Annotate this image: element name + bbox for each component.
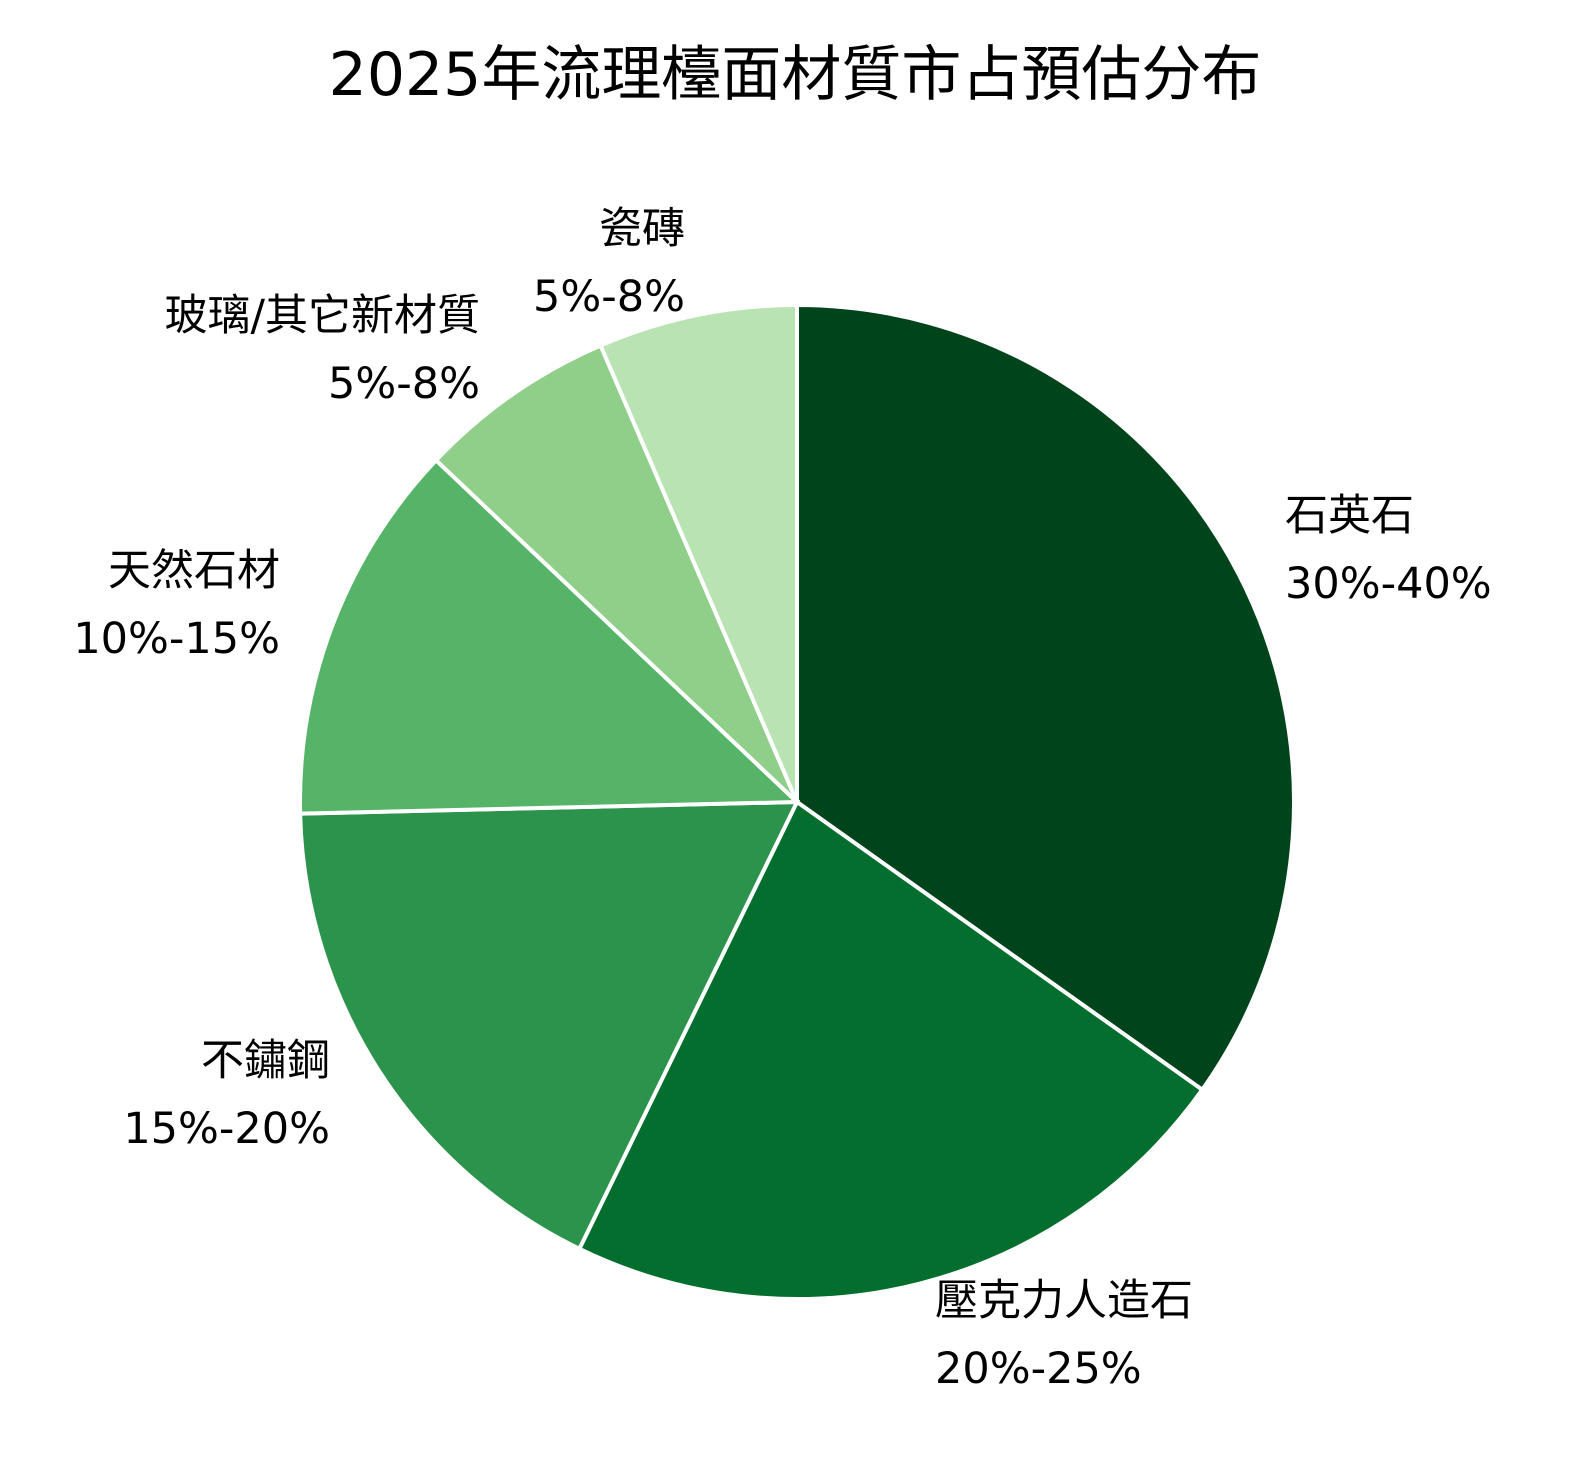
slice-label-range: 10%-15% [73, 614, 280, 664]
slice-label-name: 石英石 [1285, 491, 1414, 541]
pie-slice [795, 302, 1296, 1093]
pie-slice [576, 799, 1206, 1301]
slices [298, 302, 1296, 1301]
slice-label-range: 5%-8% [533, 272, 685, 322]
slice-label-range: 5%-8% [328, 359, 480, 409]
slice-labels: 石英石 30%-40% 壓克力人造石 20%-25% 不鏽鋼 15%-20% 天然石材 10%… [73, 204, 1491, 1394]
slice-label-range: 20%-25% [935, 1344, 1142, 1394]
pie-slice [298, 457, 802, 816]
pie-slice [298, 799, 801, 1252]
chart-title: 2025年流理檯面材質市占預估分布 [329, 40, 1262, 110]
slice-label-name: 瓷磚 [599, 204, 685, 254]
slice-label-name: 玻璃/其它新材質 [165, 291, 481, 341]
slice-label-name: 天然石材 [108, 546, 280, 596]
pie-slice [597, 302, 799, 803]
pie-slice [433, 342, 799, 804]
slice-label-name: 壓克力人造石 [935, 1276, 1193, 1326]
slice-label-range: 15%-20% [123, 1104, 330, 1154]
slice-label-name: 不鏽鋼 [201, 1036, 330, 1086]
slice-label-range: 30%-40% [1285, 559, 1492, 609]
